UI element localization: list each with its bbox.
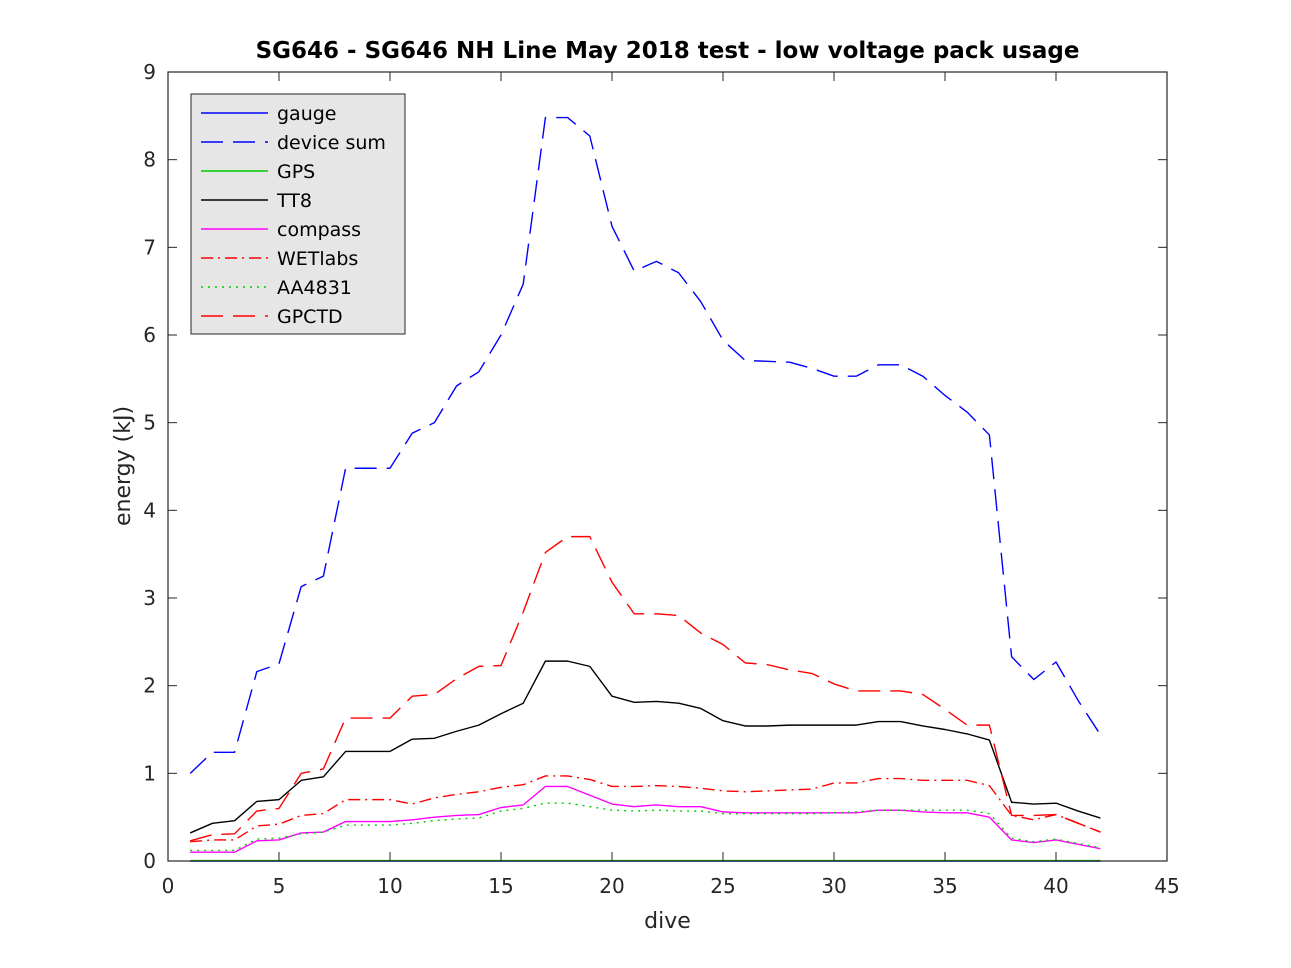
x-tick-label: 5 bbox=[273, 874, 286, 898]
legend-box bbox=[190, 93, 406, 335]
y-tick-label: 9 bbox=[143, 60, 156, 84]
x-axis-title: dive bbox=[644, 909, 691, 934]
x-tick-label: 15 bbox=[488, 874, 513, 898]
series-line-device-sum bbox=[189, 116, 1101, 774]
series-line-compass bbox=[190, 785, 1101, 853]
legend-label-device-sum: device sum bbox=[277, 132, 386, 154]
x-tick-label: 20 bbox=[599, 874, 624, 898]
y-tick-label: 3 bbox=[143, 586, 156, 610]
y-tick-label: 0 bbox=[143, 849, 156, 873]
legend-label-gpctd: GPCTD bbox=[277, 306, 343, 328]
y-axis-title: energy (kJ) bbox=[111, 406, 136, 526]
x-tick-label: 40 bbox=[1043, 874, 1068, 898]
legend-label-tt8: TT8 bbox=[276, 190, 312, 212]
y-tick-label: 5 bbox=[143, 411, 156, 435]
series-line-aa4831 bbox=[190, 802, 1101, 852]
series-line-wetlabs bbox=[190, 775, 1101, 843]
legend-label-wetlabs: WETlabs bbox=[277, 248, 358, 270]
legend-label-gps: GPS bbox=[277, 161, 315, 183]
series-line-tt8 bbox=[189, 660, 1101, 834]
y-tick-label: 6 bbox=[143, 323, 156, 347]
series-line-gpctd bbox=[190, 535, 1101, 842]
y-tick-label: 1 bbox=[143, 761, 156, 785]
axes-box bbox=[167, 71, 1168, 862]
x-tick-label: 0 bbox=[162, 874, 175, 898]
x-tick-label: 45 bbox=[1154, 874, 1179, 898]
x-tick-label: 35 bbox=[932, 874, 957, 898]
y-tick-label: 7 bbox=[143, 235, 156, 259]
x-tick-label: 25 bbox=[710, 874, 735, 898]
chart-title: SG646 - SG646 NH Line May 2018 test - lo… bbox=[256, 38, 1080, 64]
y-tick-label: 2 bbox=[143, 674, 156, 698]
y-tick-label: 4 bbox=[143, 498, 156, 522]
y-tick-label: 8 bbox=[143, 148, 156, 172]
legend-label-aa4831: AA4831 bbox=[277, 277, 352, 299]
legend-label-compass: compass bbox=[277, 219, 361, 241]
x-tick-label: 30 bbox=[821, 874, 846, 898]
x-tick-label: 10 bbox=[377, 874, 402, 898]
legend: gauge device sum GPS TT8 compass WETlabs AA483… bbox=[190, 93, 406, 335]
legend-label-gauge: gauge bbox=[277, 103, 337, 125]
